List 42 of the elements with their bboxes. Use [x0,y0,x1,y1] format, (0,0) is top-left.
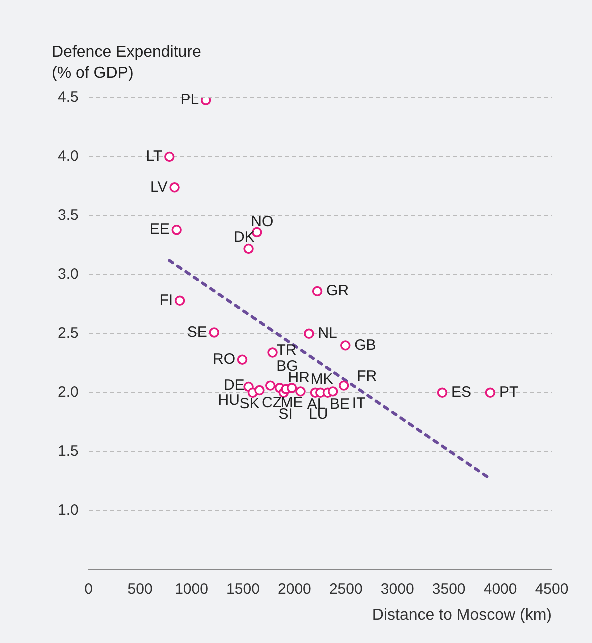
annotation: EE [150,221,170,238]
annotation: PL [180,92,200,108]
x-tick-label: 2500 [329,580,363,598]
y-tick-label: 1.5 [58,442,79,460]
annotation: NL [318,325,338,342]
x-tick-label: 1000 [175,580,208,598]
x-tick-label: 2000 [278,580,312,598]
y-tick-label: 2.0 [58,384,79,402]
y-tick-label: 3.0 [58,266,79,284]
annotation: IT [352,394,366,412]
annotation: BE [330,396,350,414]
x-axis-title: Distance to Moscow (km) [372,606,552,624]
annotation: SK [240,396,260,413]
annotation: FR [357,368,378,385]
x-tick-label: 3500 [432,580,466,598]
annotation: GR [326,282,350,300]
annotation: NO [251,214,274,231]
x-tick-label: 1500 [226,580,260,598]
annotation: LV [150,178,168,196]
y-tick-label: 4.5 [58,89,79,106]
annotation: TR [276,342,297,359]
annotation: DK [234,229,255,246]
y-tick-label: 2.5 [58,325,79,342]
x-tick-label: 4000 [484,580,518,598]
x-tick-label: 0 [84,580,94,598]
y-tick-label: 4.0 [58,148,79,166]
annotation: LT [146,148,163,166]
annotation: RO [213,350,236,368]
x-tick-label: 3000 [380,580,414,598]
y-tick-label: 1.0 [58,502,79,519]
y-axis-title: Defence Expenditure (% of GDP) [52,44,202,82]
annotation: SE [187,324,208,341]
x-tick-label: 500 [128,580,153,598]
annotation: DE [224,377,245,394]
annotation: HU [218,392,240,410]
y-tick-label: 3.5 [58,207,79,224]
annotation: FI [160,292,174,310]
annotation: PT [499,384,519,402]
annotation: MK [310,370,334,388]
x-tick-label: 4500 [535,580,569,598]
annotation: ES [451,384,472,402]
annotation: GB [354,336,376,354]
